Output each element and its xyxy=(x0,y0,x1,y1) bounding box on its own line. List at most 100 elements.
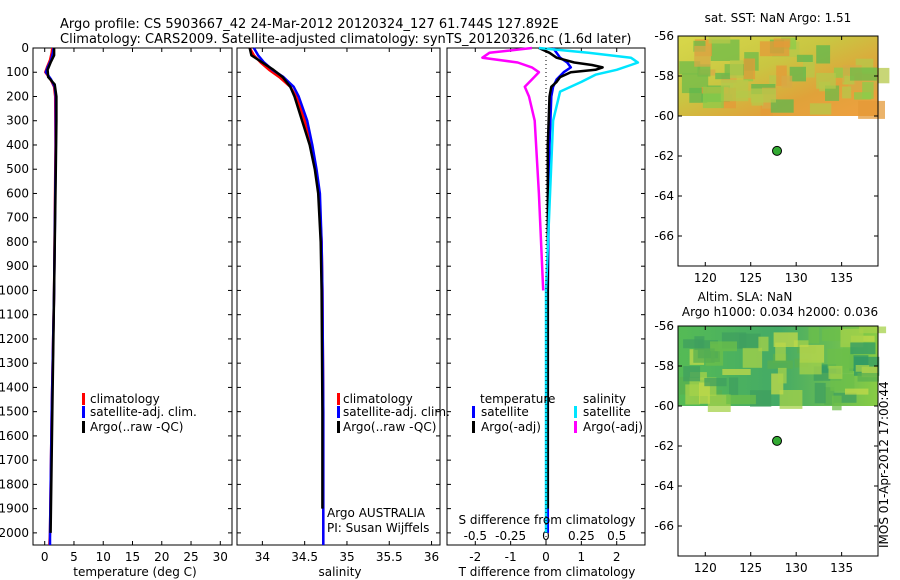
x-tick-label: 2 xyxy=(613,550,621,564)
data-cell xyxy=(861,366,878,378)
y-tick-label: 1000 xyxy=(0,283,29,297)
data-cell xyxy=(773,332,798,347)
data-cell xyxy=(711,344,720,362)
s-tick-label: -0.5 xyxy=(464,529,487,543)
x-tick-label: 20 xyxy=(154,550,169,564)
data-cell xyxy=(707,394,731,412)
x-tick-label: 125 xyxy=(739,561,762,575)
x-tick-label: 125 xyxy=(739,271,762,285)
series-line xyxy=(248,47,324,509)
series-line xyxy=(46,48,58,533)
y-tick-label: -66 xyxy=(654,519,674,533)
y-tick-label: 400 xyxy=(6,138,29,152)
sla-map-title: Altim. SLA: NaN xyxy=(698,290,793,304)
x-tick-label: 36 xyxy=(424,550,439,564)
y-tick-label: 0 xyxy=(21,41,29,55)
y-tick-label: 300 xyxy=(6,114,29,128)
data-cell xyxy=(726,394,756,405)
data-cell xyxy=(793,340,809,347)
y-tick-label: 700 xyxy=(6,211,29,225)
x-tick-label: 25 xyxy=(183,550,198,564)
data-cell xyxy=(850,342,876,355)
series-line xyxy=(538,46,640,533)
y-tick-label: -62 xyxy=(654,439,674,453)
argo-position-marker xyxy=(772,145,783,156)
data-cell xyxy=(775,342,786,361)
data-cell xyxy=(842,352,854,373)
y-tick-label: 200 xyxy=(6,89,29,103)
legend-swatch-argo xyxy=(337,421,340,433)
legend-label-s-satellite: satellite xyxy=(583,405,631,419)
legend-label-s-argo: Argo(-adj) xyxy=(583,420,643,434)
x-tick-label: 120 xyxy=(694,561,717,575)
temperature-panel: 0100200300400500600700800900100011001200… xyxy=(0,41,233,564)
sla-map-subtitle: Argo h1000: 0.034 h2000: 0.036 xyxy=(682,305,878,319)
y-tick-label: 800 xyxy=(6,235,29,249)
y-tick-label: -58 xyxy=(654,69,674,83)
data-cell xyxy=(821,328,841,342)
legend-swatch-argo xyxy=(82,421,85,433)
y-tick-label: -56 xyxy=(654,319,674,333)
data-cell xyxy=(799,360,822,375)
legend-swatch-t-satellite xyxy=(472,406,475,418)
data-cell xyxy=(789,66,806,82)
timestamp-watermark: IMOS 01-Apr-2012 17:00:44 xyxy=(877,381,891,548)
series-line xyxy=(481,46,545,291)
data-cell xyxy=(808,327,820,344)
y-tick-label: 900 xyxy=(6,259,29,273)
legend-title-salinity: salinity xyxy=(583,392,626,406)
sla-map-panel: -56 -58 -60 -62 -64 -66 120 125 130 135 xyxy=(654,319,887,575)
y-tick-label: 1100 xyxy=(0,308,29,322)
data-cell xyxy=(742,347,763,368)
data-cell xyxy=(816,45,831,64)
data-cell xyxy=(751,94,764,106)
plot-frame xyxy=(32,47,233,546)
legend-label-t-argo: Argo(-adj) xyxy=(481,420,541,434)
data-cell xyxy=(845,388,869,395)
sal-annotation-2: PI: Susan Wijffels xyxy=(327,521,429,535)
y-tick-label: 1800 xyxy=(0,477,29,491)
x-tick-label: 30 xyxy=(213,550,228,564)
data-cell xyxy=(828,365,843,379)
s-tick-label: 0.5 xyxy=(607,529,626,543)
data-cell xyxy=(796,54,813,62)
x-tick-label: 135 xyxy=(830,561,853,575)
series-line xyxy=(538,46,604,509)
series-line xyxy=(546,47,573,533)
data-cell xyxy=(825,85,840,101)
data-cell xyxy=(699,382,710,404)
s-diff-axis-label: S difference from climatology xyxy=(459,513,636,527)
data-cell xyxy=(824,387,835,405)
y-tick-label: -64 xyxy=(654,479,674,493)
data-cell xyxy=(859,326,887,334)
data-cell xyxy=(862,82,874,99)
data-cell xyxy=(697,64,711,77)
data-cell xyxy=(809,103,832,115)
data-cell xyxy=(816,72,836,89)
data-cell xyxy=(693,348,715,363)
legend-label-t-satellite: satellite xyxy=(481,405,529,419)
data-cell xyxy=(803,55,815,78)
header-line-1: Argo profile: CS 5903667_42 24-Mar-2012 … xyxy=(60,17,559,32)
data-cell xyxy=(844,75,855,85)
plot-frame xyxy=(236,47,441,546)
data-cell xyxy=(799,344,825,363)
data-cell xyxy=(779,390,803,409)
legend-label-satellite: satellite-adj. clim. xyxy=(90,405,197,419)
salinity-legend: climatology satellite-adj. clim. Argo(..… xyxy=(337,392,450,434)
x-tick-label: 0 xyxy=(542,550,550,564)
y-tick-label: 100 xyxy=(6,65,29,79)
data-cell xyxy=(743,58,756,80)
x-tick-label: -2 xyxy=(469,550,481,564)
y-tick-label: -60 xyxy=(654,399,674,413)
series-line xyxy=(252,47,325,545)
temperature-legend: climatology satellite-adj. clim. Argo(..… xyxy=(82,392,197,434)
argo-position-marker xyxy=(772,435,783,446)
data-cell xyxy=(858,100,885,119)
legend-label-climatology: climatology xyxy=(343,392,413,406)
legend-label-argo: Argo(..raw -QC) xyxy=(343,420,436,434)
data-cell xyxy=(842,86,852,99)
data-cell xyxy=(722,369,751,375)
data-cell xyxy=(683,366,701,382)
t-diff-axis-label: T difference from climatology xyxy=(458,565,636,579)
